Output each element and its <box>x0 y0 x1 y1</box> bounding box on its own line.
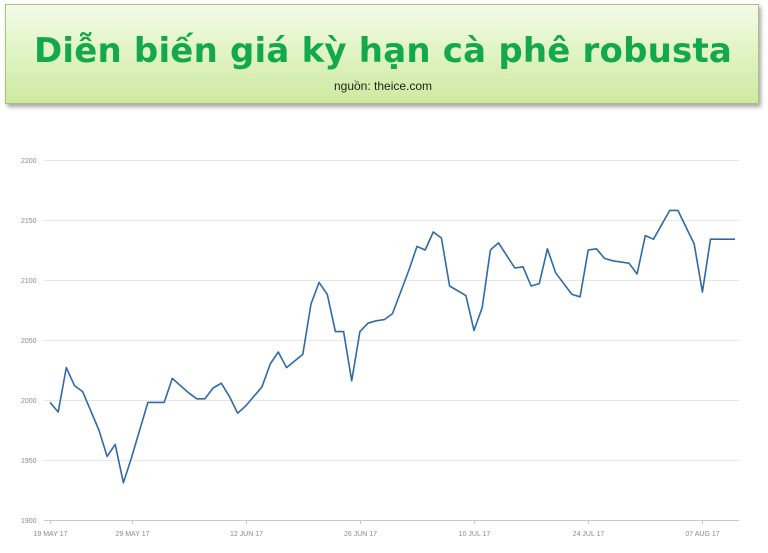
y-tick-label: 2100 <box>21 278 37 285</box>
y-tick-label: 2150 <box>21 218 37 225</box>
y-tick-label: 2000 <box>21 398 37 405</box>
x-tick-label: 24 JUL 17 <box>573 531 605 538</box>
y-tick-label: 1900 <box>21 518 37 525</box>
title-banner: Diễn biến giá kỳ hạn cà phê robusta nguồ… <box>5 4 759 104</box>
axis-layer: 1900 1950 2000 2050 2100 2150 2200 19 MAY 17 29 … <box>21 158 720 538</box>
series-layer <box>49 209 735 484</box>
x-tick-label: 10 JUL 17 <box>459 531 491 538</box>
x-tick-label: 12 JUN 17 <box>230 531 263 538</box>
y-tick-label: 2200 <box>21 158 37 165</box>
price-series-line <box>49 209 735 484</box>
x-tick-label: 07 AUG 17 <box>685 531 719 538</box>
x-tick-label: 29 MAY 17 <box>116 531 150 538</box>
x-tick-label: 19 MAY 17 <box>34 531 68 538</box>
y-tick-label: 1950 <box>21 458 37 465</box>
grid-layer <box>44 160 739 521</box>
x-tick-label: 26 JUN 17 <box>344 531 377 538</box>
chart-source: nguồn: theice.com <box>333 79 433 93</box>
y-tick-label: 2050 <box>21 338 37 345</box>
chart-title: Diễn biến giá kỳ hạn cà phê robusta <box>33 31 733 71</box>
